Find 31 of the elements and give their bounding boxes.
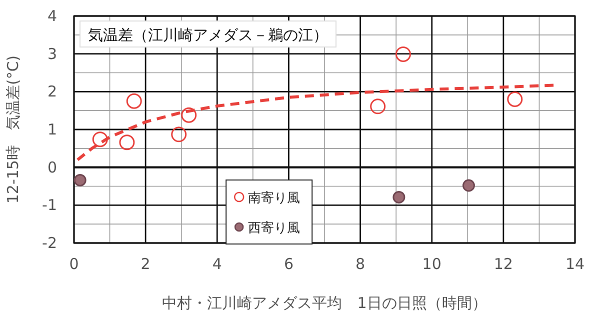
point: [126, 93, 142, 109]
point: [171, 126, 187, 142]
point: [392, 190, 406, 204]
x-tick-label: 10: [422, 255, 442, 273]
legend-label: 西寄り風: [248, 220, 300, 236]
x-tick-label: 2: [140, 255, 150, 273]
legend-label: 南寄り風: [248, 190, 300, 206]
y-axis-title: 12-15時 気温差(°C): [4, 55, 22, 204]
x-tick-label: 8: [356, 255, 366, 273]
x-tick-label: 12: [494, 255, 513, 273]
point: [395, 46, 411, 62]
title: 気温差（江川崎アメダス－鵜の江）: [80, 20, 336, 48]
point: [74, 174, 86, 186]
point: [462, 179, 475, 192]
x-axis-title: 中村・江川崎アメダス平均 1日の日照（時間）: [162, 294, 487, 312]
y-tick-label: 4: [47, 7, 57, 25]
y-tick-label: -1: [42, 196, 57, 214]
x-tick-label: 6: [284, 255, 294, 273]
point: [507, 91, 523, 107]
point: [92, 132, 108, 148]
y-tick-label: 0: [47, 158, 57, 176]
y-tick-label: 1: [47, 120, 57, 138]
y-tick-label: 3: [47, 44, 57, 63]
y-tick-label: -2: [42, 234, 57, 252]
x-tick-label: 14: [565, 255, 585, 273]
point: [181, 107, 197, 123]
y-tick-label: 2: [47, 82, 57, 101]
x-tick-label: 4: [212, 255, 222, 273]
x-tick-label: 0: [69, 255, 79, 273]
point: [370, 98, 386, 114]
point: [119, 134, 135, 150]
